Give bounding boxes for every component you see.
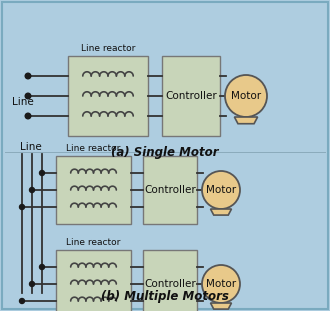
Circle shape: [29, 281, 35, 286]
Circle shape: [40, 170, 45, 175]
Circle shape: [25, 93, 31, 99]
Text: (b) Multiple Motors: (b) Multiple Motors: [101, 290, 229, 303]
Polygon shape: [211, 209, 232, 215]
FancyBboxPatch shape: [143, 156, 197, 224]
Text: Controller: Controller: [165, 91, 217, 101]
Circle shape: [225, 75, 267, 117]
Text: Motor: Motor: [231, 91, 261, 101]
Text: Line: Line: [20, 142, 42, 152]
FancyBboxPatch shape: [56, 250, 131, 311]
FancyBboxPatch shape: [68, 56, 148, 136]
Circle shape: [25, 113, 31, 119]
FancyBboxPatch shape: [143, 250, 197, 311]
Text: Motor: Motor: [206, 185, 236, 195]
Circle shape: [202, 171, 240, 209]
FancyBboxPatch shape: [56, 156, 131, 224]
Circle shape: [25, 73, 31, 79]
Text: Line: Line: [12, 97, 34, 107]
Text: Line reactor: Line reactor: [66, 238, 121, 247]
Text: Controller: Controller: [144, 185, 196, 195]
Text: Line reactor: Line reactor: [81, 44, 135, 53]
Text: (a) Single Motor: (a) Single Motor: [111, 146, 219, 159]
Circle shape: [202, 265, 240, 303]
Polygon shape: [234, 117, 258, 124]
FancyBboxPatch shape: [2, 2, 328, 309]
Text: Controller: Controller: [144, 279, 196, 289]
FancyBboxPatch shape: [162, 56, 220, 136]
Polygon shape: [211, 303, 232, 309]
Text: Motor: Motor: [206, 279, 236, 289]
Circle shape: [40, 264, 45, 270]
Text: Line reactor: Line reactor: [66, 144, 121, 153]
Circle shape: [19, 205, 24, 210]
Circle shape: [19, 299, 24, 304]
Circle shape: [29, 188, 35, 193]
